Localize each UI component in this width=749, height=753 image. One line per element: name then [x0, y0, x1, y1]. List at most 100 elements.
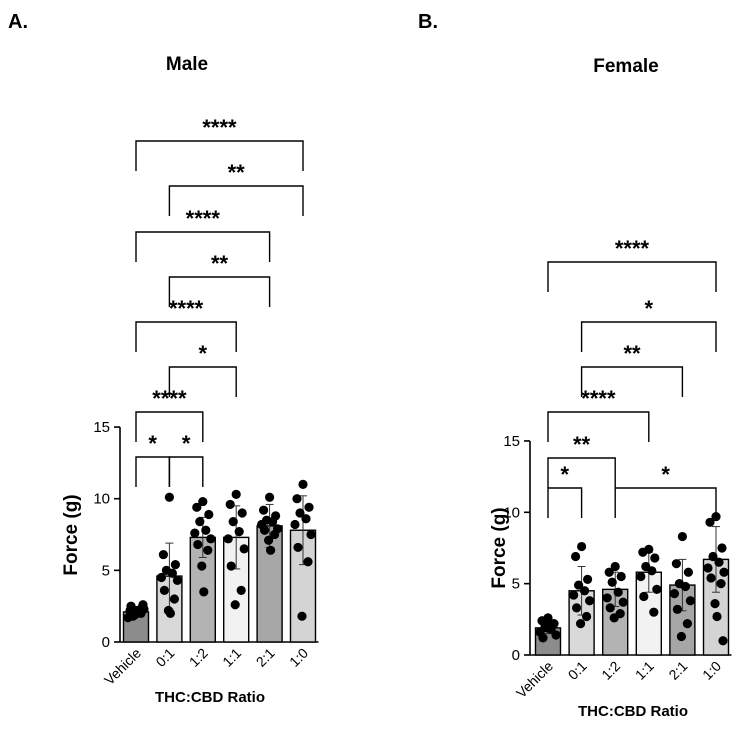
y-tick-label: 15 — [503, 433, 520, 450]
data-point — [236, 585, 246, 596]
data-point — [223, 534, 233, 544]
x-tick-label: 2:1 — [253, 645, 278, 670]
x-axis-label: THC:CBD Ratio — [155, 689, 265, 706]
data-point — [639, 591, 649, 602]
data-point — [613, 587, 623, 597]
data-point — [159, 585, 169, 596]
significance-bracket — [580, 366, 684, 397]
data-point — [169, 594, 179, 604]
data-point — [304, 502, 314, 512]
data-point — [685, 596, 696, 606]
data-point — [290, 519, 300, 530]
panel-label: B. — [418, 11, 438, 33]
data-point — [680, 581, 691, 592]
data-point — [268, 517, 278, 527]
data-point — [672, 604, 683, 614]
data-point — [295, 508, 305, 518]
data-point — [195, 517, 205, 527]
significance-label: **** — [202, 115, 237, 140]
significance-bracket — [135, 321, 237, 352]
data-point — [164, 492, 174, 502]
data-point — [602, 593, 612, 603]
significance-label: * — [182, 431, 191, 456]
data-point — [583, 574, 593, 584]
significance-bracket — [135, 231, 271, 262]
significance-label: **** — [581, 386, 616, 411]
data-point — [577, 541, 587, 552]
data-point — [652, 584, 662, 594]
data-point — [204, 509, 214, 520]
chart-title: Male — [166, 54, 208, 75]
data-point — [719, 567, 729, 577]
x-tick-label: 1:0 — [286, 645, 311, 670]
significance-label: * — [645, 296, 654, 321]
data-point — [716, 579, 726, 589]
data-point — [167, 568, 177, 578]
data-point — [551, 630, 561, 640]
data-point — [234, 527, 244, 537]
data-point — [225, 499, 235, 510]
x-axis-label: THC:CBD Ratio — [578, 703, 688, 720]
data-point — [292, 494, 302, 504]
significance-bracket — [168, 456, 204, 487]
data-point — [683, 567, 694, 577]
data-point — [132, 605, 142, 616]
data-point — [677, 531, 688, 542]
data-point — [190, 528, 200, 538]
significance-label: ** — [211, 251, 229, 276]
data-point — [708, 551, 718, 562]
significance-label: * — [561, 462, 570, 487]
data-point — [717, 543, 727, 553]
data-point — [293, 542, 303, 553]
data-point — [156, 572, 166, 583]
significance-label: **** — [169, 296, 204, 321]
y-tick-label: 0 — [512, 647, 520, 664]
data-point — [650, 553, 660, 563]
data-point — [711, 511, 721, 522]
panel-label: A. — [8, 11, 28, 33]
panel-female: B. Female Force (g) THC:CBD Ratio 0 5 10 15… — [418, 11, 732, 720]
data-point — [569, 590, 579, 600]
data-point — [706, 573, 716, 583]
data-point — [703, 563, 713, 573]
data-point — [158, 549, 168, 560]
data-point — [297, 611, 307, 621]
data-point — [266, 545, 276, 555]
data-point — [231, 489, 241, 500]
x-tick-label: 1:0 — [699, 658, 724, 683]
x-tick-label: 0:1 — [565, 658, 590, 683]
significance-label: ** — [623, 341, 641, 366]
data-point — [306, 529, 316, 540]
significance-bracket — [614, 487, 717, 518]
data-point — [574, 580, 584, 590]
data-point — [301, 514, 311, 524]
y-tick-label: 15 — [93, 419, 110, 436]
data-point — [705, 517, 715, 527]
x-tick-label: 2:1 — [665, 658, 690, 683]
data-point — [123, 613, 133, 623]
data-point — [544, 617, 554, 627]
data-point — [609, 613, 619, 623]
data-point — [197, 561, 207, 571]
significance-label: * — [148, 431, 157, 456]
significance-bracket — [168, 366, 237, 397]
data-point — [671, 559, 682, 569]
data-point — [192, 502, 202, 512]
significance-label: * — [661, 462, 670, 487]
data-point — [203, 545, 213, 555]
data-point — [237, 508, 247, 518]
data-point — [239, 544, 249, 554]
data-point — [199, 587, 209, 597]
y-tick-label: 5 — [512, 576, 520, 593]
data-point — [638, 547, 648, 557]
data-point — [226, 561, 236, 571]
y-tick-label: 10 — [93, 491, 110, 508]
data-point — [201, 525, 211, 535]
data-point — [165, 608, 175, 618]
significance-label: ** — [573, 432, 591, 457]
y-tick-label: 0 — [102, 634, 110, 651]
data-point — [582, 611, 592, 622]
data-point — [710, 599, 720, 609]
data-point — [585, 596, 595, 606]
